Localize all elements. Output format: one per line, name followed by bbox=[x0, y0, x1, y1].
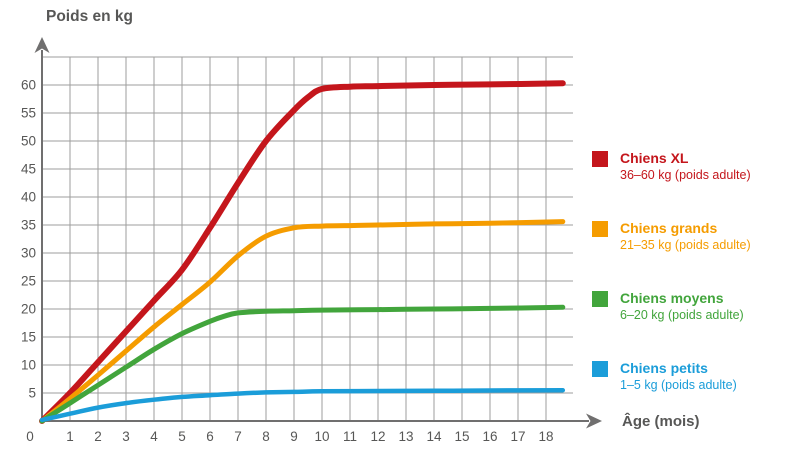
y-axis-title: Poids en kg bbox=[46, 8, 133, 25]
legend-swatch-chiens-petits bbox=[592, 361, 608, 377]
curve-chiens-grands bbox=[39, 219, 566, 424]
x-tick-label: 2 bbox=[94, 429, 102, 444]
x-tick-label: 16 bbox=[482, 429, 497, 444]
legend-sublabel-chiens-grands: 21–35 kg (poids adulte) bbox=[620, 238, 751, 252]
x-axis-arrow-icon bbox=[586, 413, 602, 429]
y-tick-label: 35 bbox=[21, 218, 36, 233]
x-tick-label: 11 bbox=[343, 429, 357, 444]
x-tick-label: 9 bbox=[290, 429, 298, 444]
x-tick-label: 13 bbox=[398, 429, 413, 444]
x-tick-label: 8 bbox=[262, 429, 270, 444]
curve-chiens-moyens bbox=[39, 304, 566, 424]
x-tick-label: 1 bbox=[66, 429, 74, 444]
legend-entry-chiens-xl: Chiens XL 36–60 kg (poids adulte) bbox=[592, 150, 751, 184]
legend-entry-chiens-grands: Chiens grands 21–35 kg (poids adulte) bbox=[592, 220, 751, 254]
legend-swatch-chiens-grands bbox=[592, 221, 608, 237]
x-tick-label: 3 bbox=[122, 429, 130, 444]
y-tick-label: 20 bbox=[21, 302, 36, 317]
x-tick-label: 18 bbox=[538, 429, 553, 444]
x-tick-label: 6 bbox=[206, 429, 214, 444]
y-tick-label: 55 bbox=[21, 106, 36, 121]
x-tick-label: 4 bbox=[150, 429, 158, 444]
x-tick-label: 14 bbox=[426, 429, 442, 444]
legend-swatch-chiens-moyens bbox=[592, 291, 608, 307]
legend-entry-chiens-moyens: Chiens moyens 6–20 kg (poids adulte) bbox=[592, 290, 744, 324]
x-tick-label: 17 bbox=[510, 429, 525, 444]
axes bbox=[34, 37, 602, 429]
y-tick-label: 30 bbox=[21, 246, 36, 261]
origin-tick-label: 0 bbox=[26, 429, 34, 444]
legend-entry-chiens-petits: Chiens petits 1–5 kg (poids adulte) bbox=[592, 360, 737, 394]
legend-sublabel-chiens-petits: 1–5 kg (poids adulte) bbox=[620, 378, 737, 392]
x-axis-title: Âge (mois) bbox=[622, 413, 700, 430]
legend-sublabel-chiens-moyens: 6–20 kg (poids adulte) bbox=[620, 308, 744, 322]
legend-label-chiens-moyens: Chiens moyens bbox=[620, 290, 724, 306]
y-tick-label: 15 bbox=[21, 330, 36, 345]
y-tick-label: 5 bbox=[28, 386, 36, 401]
legend-label-chiens-petits: Chiens petits bbox=[620, 360, 708, 376]
legend-label-chiens-grands: Chiens grands bbox=[620, 220, 718, 236]
y-tick-label: 10 bbox=[21, 358, 36, 373]
grid bbox=[42, 56, 573, 421]
x-tick-label: 7 bbox=[234, 429, 242, 444]
y-tick-label: 45 bbox=[21, 162, 36, 177]
curve-chiens-xl bbox=[39, 80, 566, 424]
y-tick-label: 60 bbox=[21, 78, 36, 93]
y-tick-label: 25 bbox=[21, 274, 36, 289]
y-tick-label: 40 bbox=[21, 190, 36, 205]
legend-label-chiens-xl: Chiens XL bbox=[620, 150, 689, 166]
legend-swatch-chiens-xl bbox=[592, 151, 608, 167]
y-axis-arrow-icon bbox=[34, 37, 50, 53]
x-tick-label: 12 bbox=[370, 429, 385, 444]
y-tick-label: 50 bbox=[21, 134, 36, 149]
legend-sublabel-chiens-xl: 36–60 kg (poids adulte) bbox=[620, 168, 751, 182]
curve-chiens-petits bbox=[39, 387, 566, 423]
x-tick-label: 10 bbox=[314, 429, 329, 444]
x-tick-label: 15 bbox=[454, 429, 469, 444]
x-tick-label: 5 bbox=[178, 429, 186, 444]
